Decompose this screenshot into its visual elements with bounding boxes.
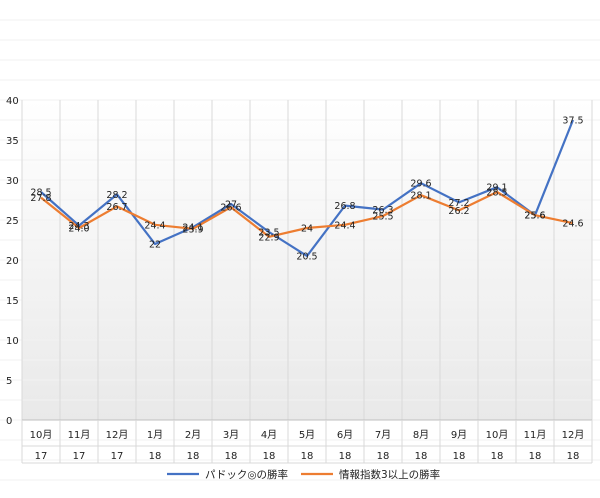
x-tick-label: 11月 bbox=[524, 429, 547, 441]
data-label-series-2: 23.9 bbox=[182, 224, 203, 235]
x-tick-label: 2月 bbox=[185, 429, 201, 441]
data-label-series-2: 24.4 bbox=[334, 220, 355, 231]
x-year-label: 18 bbox=[263, 451, 276, 462]
data-label-series-2: 27.8 bbox=[30, 193, 51, 204]
x-year-label: 18 bbox=[149, 451, 162, 462]
data-label-series-2: 24.4 bbox=[144, 220, 165, 231]
x-year-label: 18 bbox=[529, 451, 542, 462]
data-label-series-1: 23.5 bbox=[258, 228, 279, 239]
x-tick-label: 10月 bbox=[30, 429, 53, 441]
x-tick-label: 9月 bbox=[451, 429, 467, 441]
data-label-series-1: 28.2 bbox=[106, 190, 127, 201]
x-tick-label: 12月 bbox=[562, 429, 585, 441]
y-tick-label: 30 bbox=[6, 176, 19, 187]
data-label-series-1: 26.8 bbox=[334, 201, 355, 212]
data-label-series-2: 26.7 bbox=[106, 202, 127, 213]
y-tick-label: 40 bbox=[6, 96, 19, 107]
data-label-series-1: 37.5 bbox=[562, 116, 583, 127]
x-year-label: 18 bbox=[567, 451, 580, 462]
x-year-label: 18 bbox=[301, 451, 314, 462]
y-tick-label: 0 bbox=[6, 416, 12, 427]
data-label-series-1: 22 bbox=[149, 240, 161, 251]
data-label-series-2: 24.6 bbox=[562, 219, 583, 230]
y-tick-label: 35 bbox=[6, 136, 19, 147]
data-label-series-1: 27 bbox=[225, 200, 237, 211]
series-line-2 bbox=[40, 190, 574, 238]
y-tick-label: 25 bbox=[6, 216, 19, 227]
x-tick-label: 3月 bbox=[223, 429, 239, 441]
x-year-label: 17 bbox=[111, 451, 124, 462]
x-tick-label: 1月 bbox=[147, 429, 163, 441]
y-tick-label: 15 bbox=[6, 296, 19, 307]
x-year-label: 18 bbox=[339, 451, 352, 462]
x-tick-label: 5月 bbox=[299, 429, 315, 441]
data-label-series-2: 24 bbox=[301, 224, 313, 235]
series-line-1 bbox=[40, 119, 575, 258]
data-label-series-1: 29.6 bbox=[410, 179, 431, 190]
data-label-series-2: 22.9 bbox=[258, 232, 279, 243]
data-label-series-2: 26.6 bbox=[220, 203, 241, 214]
data-label-series-2: 24.0 bbox=[68, 224, 89, 235]
x-year-label: 17 bbox=[35, 451, 48, 462]
x-tick-label: 10月 bbox=[486, 429, 509, 441]
data-label-series-2: 25.5 bbox=[372, 212, 393, 223]
y-tick-label: 10 bbox=[6, 336, 19, 347]
y-tick-label: 5 bbox=[6, 376, 12, 387]
x-year-label: 18 bbox=[187, 451, 200, 462]
x-tick-label: 11月 bbox=[68, 429, 91, 441]
x-tick-label: 12月 bbox=[106, 429, 129, 441]
data-label-series-1: 25.6 bbox=[524, 211, 545, 222]
x-tick-label: 8月 bbox=[413, 429, 429, 441]
x-tick-label: 6月 bbox=[337, 429, 353, 441]
data-label-series-1: 26.3 bbox=[372, 205, 393, 216]
data-label-series-1: 20.5 bbox=[296, 252, 317, 263]
y-tick-label: 20 bbox=[6, 256, 19, 267]
x-year-label: 18 bbox=[491, 451, 504, 462]
x-tick-label: 7月 bbox=[375, 429, 391, 441]
legend-label-series-1: パドック◎の勝率 bbox=[205, 468, 288, 481]
data-label-series-2: 28.1 bbox=[410, 191, 431, 202]
x-year-label: 18 bbox=[377, 451, 390, 462]
data-label-series-1: 24.1 bbox=[182, 223, 203, 234]
data-label-series-2: 25.6 bbox=[524, 211, 545, 222]
data-label-series-1: 24.3 bbox=[68, 221, 89, 232]
x-year-label: 18 bbox=[415, 451, 428, 462]
data-label-series-1: 28.5 bbox=[30, 188, 51, 199]
x-tick-label: 4月 bbox=[261, 429, 277, 441]
data-label-series-1: 29.1 bbox=[486, 183, 507, 194]
data-label-series-2: 26.2 bbox=[448, 206, 469, 217]
legend: パドック◎の勝率 情報指数3以上の勝率 bbox=[167, 468, 440, 481]
legend-label-series-2: 情報指数3以上の勝率 bbox=[339, 468, 440, 481]
x-year-label: 18 bbox=[453, 451, 466, 462]
x-year-label: 17 bbox=[73, 451, 86, 462]
x-year-label: 18 bbox=[225, 451, 238, 462]
data-label-series-1: 27.2 bbox=[448, 198, 469, 209]
data-label-series-2: 28.5 bbox=[486, 188, 507, 199]
